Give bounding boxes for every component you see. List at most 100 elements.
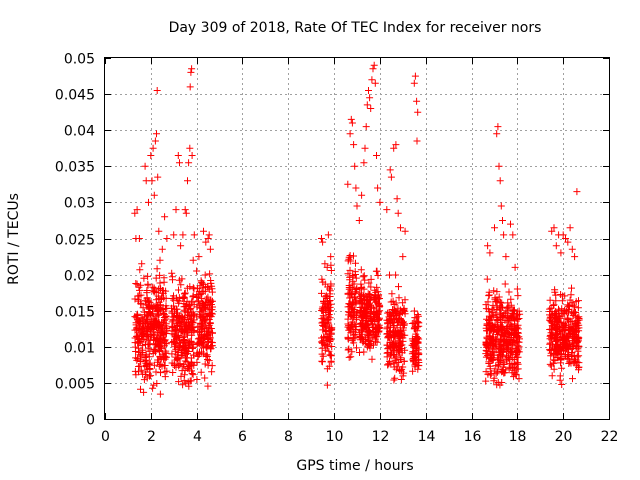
data-point [141,327,149,335]
data-point [367,283,375,291]
data-point [494,123,502,131]
data-point [177,242,185,250]
data-point [357,284,365,292]
data-point [173,305,181,313]
data-point [349,318,357,326]
data-point [346,252,354,259]
data-point [395,294,403,302]
x-tick-label: 8 [284,429,293,445]
data-point [144,312,151,320]
data-point [181,289,189,297]
data-point [485,292,493,300]
data-point [204,235,212,242]
data-point [410,353,418,361]
data-point [183,327,191,335]
data-point [147,331,155,339]
data-point [193,303,201,311]
data-point [325,316,333,324]
x-tick-label: 4 [193,429,202,445]
data-point [183,364,191,372]
data-point [501,280,509,288]
data-point [197,294,205,302]
data-point [499,342,507,350]
data-point [193,376,201,383]
data-point [174,152,182,159]
data-point [502,253,510,261]
data-point [323,263,331,271]
data-point [568,349,576,357]
data-point [153,130,160,138]
data-point [150,361,158,369]
data-point [150,336,157,344]
data-point [161,368,169,376]
y-tick-label: 0.05 [64,52,95,68]
data-point [175,286,182,294]
data-points-layer [131,61,583,398]
data-point [177,281,185,289]
data-point [493,130,501,138]
data-point [491,321,499,329]
data-point [496,304,504,312]
data-point [551,309,559,317]
data-point [401,227,409,235]
data-point [386,166,394,174]
data-point [344,180,352,188]
data-point [201,360,209,368]
data-point [208,342,216,350]
y-tick-label: 0.035 [55,160,95,176]
data-point [155,324,163,332]
data-point [142,313,150,321]
data-point [485,291,493,299]
data-point [365,279,373,287]
data-point [564,301,572,309]
data-point [483,339,491,347]
data-point [187,312,195,320]
data-point [206,245,214,253]
data-point [179,381,187,389]
data-point [154,338,162,345]
data-point [495,325,502,333]
data-point [207,338,215,346]
data-point [172,340,180,347]
data-point [368,76,376,84]
data-point [170,231,178,239]
data-point [372,267,380,275]
data-point [506,337,514,345]
data-point [162,302,170,310]
data-point [547,325,555,333]
data-point [482,301,490,309]
data-point [570,343,578,350]
data-point [384,361,392,369]
data-point [395,348,403,356]
data-point [567,359,575,367]
data-point [560,322,568,330]
data-point [197,328,205,336]
data-point [368,355,376,363]
data-point [346,325,354,333]
data-point [391,374,399,382]
data-point [386,331,394,339]
data-point [507,220,514,228]
data-point [200,300,208,308]
data-point [324,231,332,239]
data-point [482,324,490,332]
data-point [508,344,516,352]
data-point [492,297,500,305]
data-point [170,302,178,310]
data-point [326,303,334,311]
data-point [175,378,183,386]
y-tick-label: 0.015 [55,305,95,321]
data-point [490,324,498,331]
data-point [546,314,554,322]
data-point [198,320,206,328]
data-point [554,340,562,348]
data-point [352,288,360,296]
data-point [573,188,581,196]
chart-title: Day 309 of 2018, Rate Of TEC Index for r… [169,20,542,36]
data-point [138,260,146,268]
data-point [188,331,196,339]
data-point [204,356,211,363]
data-point [149,283,157,291]
data-point [485,326,493,334]
data-point [320,299,328,307]
